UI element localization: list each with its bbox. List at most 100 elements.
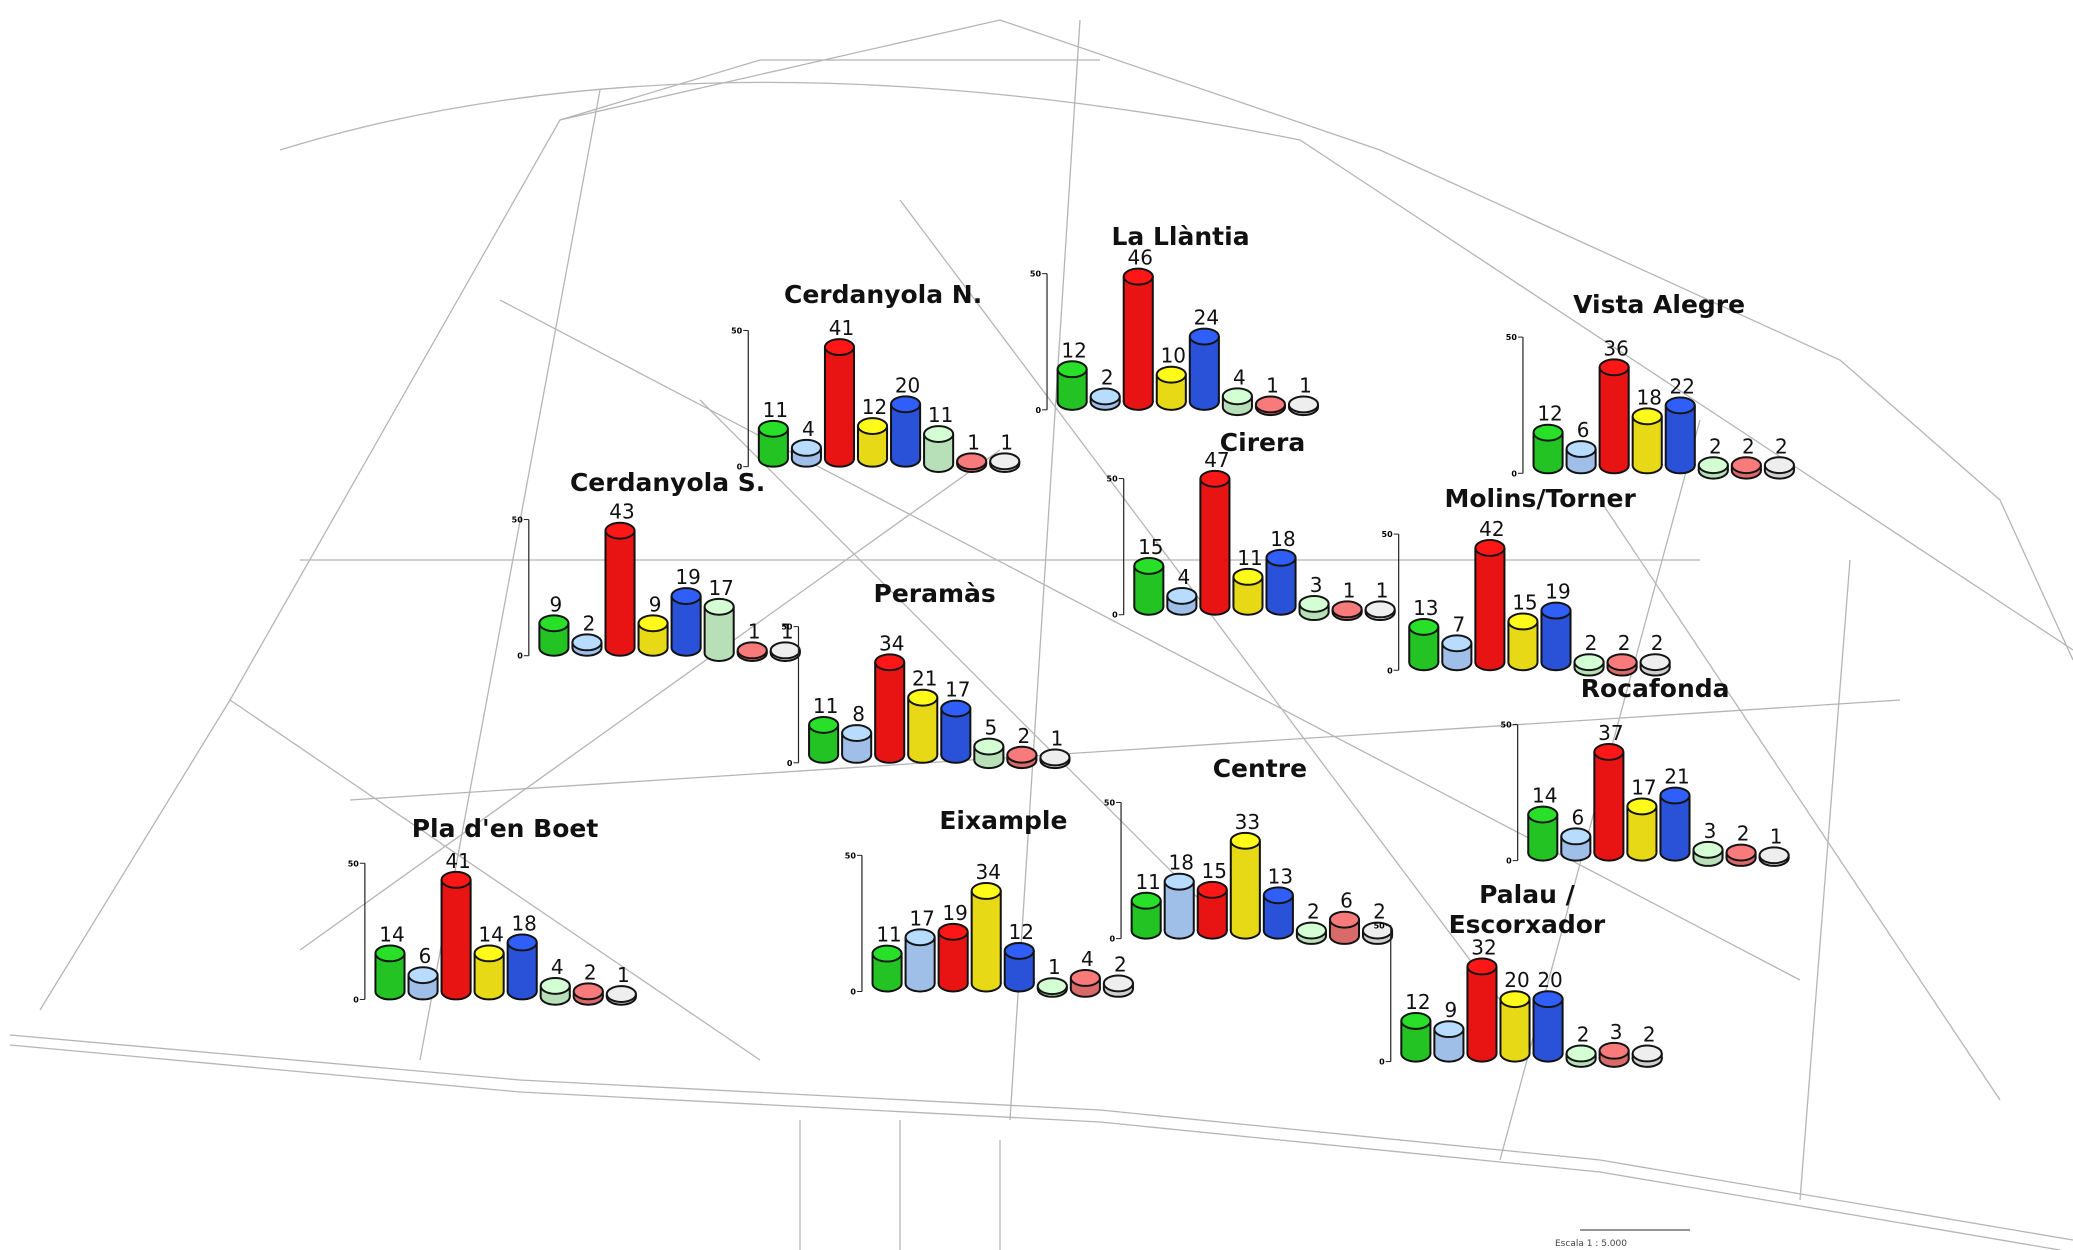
data-label: 10 <box>1161 344 1186 368</box>
data-label: 15 <box>1512 591 1537 615</box>
data-label: 2 <box>1577 1023 1590 1047</box>
bar-top <box>904 928 936 947</box>
bar-top <box>1532 990 1564 1009</box>
cylinder-bar <box>1540 601 1572 672</box>
bar-top <box>1725 843 1757 862</box>
bar-top <box>1606 653 1638 672</box>
cylinder-bar <box>1295 921 1327 945</box>
cylinder-bar <box>1039 748 1071 770</box>
cylinder-bar <box>1499 990 1531 1063</box>
cylinder-bar <box>1328 910 1361 945</box>
cylinder-bar <box>808 715 840 764</box>
bar-top <box>1287 395 1320 414</box>
bar-top <box>1254 395 1286 414</box>
bar-top <box>1166 586 1198 605</box>
bar-top <box>1664 396 1696 415</box>
data-label: 18 <box>1636 385 1661 409</box>
y-tick-label: 50 <box>512 516 524 525</box>
bar-top <box>1474 539 1506 557</box>
data-label: 2 <box>1643 1023 1656 1047</box>
district-title: Cerdanyola S. <box>569 467 766 497</box>
cylinder-bar <box>757 419 789 468</box>
data-label: 42 <box>1479 517 1504 541</box>
bar-top <box>1328 910 1361 929</box>
bar-top <box>1639 653 1671 672</box>
data-label: 6 <box>1571 805 1584 829</box>
bar-top <box>1298 594 1330 613</box>
bar-top <box>1400 1012 1432 1030</box>
bar-body <box>441 879 471 992</box>
data-label: 2 <box>1618 631 1631 655</box>
bar-top <box>1499 990 1531 1009</box>
bar-top <box>823 338 856 357</box>
cylinder-bar <box>736 641 768 662</box>
bar-top <box>757 419 789 438</box>
bar-top <box>1433 1020 1465 1039</box>
district-title: Rocafonda <box>1580 674 1730 704</box>
bar-top <box>1598 1041 1630 1060</box>
cylinder-bar <box>506 933 538 1001</box>
cylinder-bar <box>538 614 570 657</box>
y-tick-label: 50 <box>845 851 857 860</box>
data-label: 18 <box>1168 851 1193 875</box>
district-title: Eixample <box>939 806 1068 836</box>
cylinder-bar <box>1196 880 1228 940</box>
cylinder-bar <box>1466 957 1498 1063</box>
bar-body <box>908 697 938 755</box>
data-label: 2 <box>1742 434 1755 458</box>
bar-body <box>875 662 905 755</box>
cylinder-bar <box>1725 843 1757 867</box>
data-label: 18 <box>1270 527 1295 551</box>
data-label: 34 <box>975 860 1000 884</box>
cylinder-bar <box>605 985 637 1006</box>
data-label: 36 <box>1603 336 1628 360</box>
data-label: 1 <box>617 963 630 987</box>
data-label: 43 <box>609 500 634 524</box>
bar-top <box>890 395 922 414</box>
data-label: 20 <box>1504 968 1529 992</box>
bar-top <box>1265 548 1297 567</box>
cylinder-bar <box>1659 786 1691 862</box>
data-label: 2 <box>1307 900 1320 924</box>
bar-body <box>1665 405 1695 466</box>
cylinder-bar <box>890 395 922 468</box>
cylinder-bar <box>1188 327 1220 411</box>
data-label: 2 <box>1585 631 1598 655</box>
bar-top <box>473 944 505 963</box>
district-title: Pla d'en Boet <box>411 814 599 844</box>
y-tick-label: 0 <box>1035 406 1041 415</box>
data-label: 13 <box>1268 864 1293 888</box>
data-label: 1 <box>748 619 761 643</box>
data-label: 20 <box>1537 968 1562 992</box>
bar-top <box>956 452 988 471</box>
bar-top <box>940 699 972 718</box>
cylinder-bar <box>1639 653 1671 677</box>
bar-top <box>1163 872 1195 891</box>
cylinder-bar <box>1565 1044 1597 1068</box>
data-label: 2 <box>1373 900 1386 924</box>
cylinder-bar <box>1730 456 1762 480</box>
cylinder-bar <box>973 737 1005 770</box>
bar-top <box>1361 921 1394 940</box>
bar-top <box>1133 557 1165 575</box>
district-title: Vista Alegre <box>1573 289 1746 319</box>
cylinder-bar <box>856 417 889 468</box>
bar-top <box>637 614 669 633</box>
bar-top <box>871 944 903 963</box>
cylinder-bar <box>1433 1020 1465 1063</box>
data-label: 17 <box>1631 775 1656 799</box>
district-title: Molins/Torner <box>1444 483 1636 513</box>
district-title: Palau / Escorxador <box>1448 880 1606 940</box>
bar-top <box>703 597 735 616</box>
cylinder-bar <box>1626 797 1658 862</box>
district-title: Cirera <box>1219 428 1306 458</box>
cylinder-bar <box>1532 423 1564 475</box>
bar-top <box>1507 612 1539 631</box>
y-tick-label: 50 <box>1030 270 1042 279</box>
data-label: 15 <box>1202 859 1227 883</box>
bar-top <box>1262 886 1294 905</box>
data-label: 1 <box>781 619 794 643</box>
data-label: 7 <box>1452 612 1465 636</box>
